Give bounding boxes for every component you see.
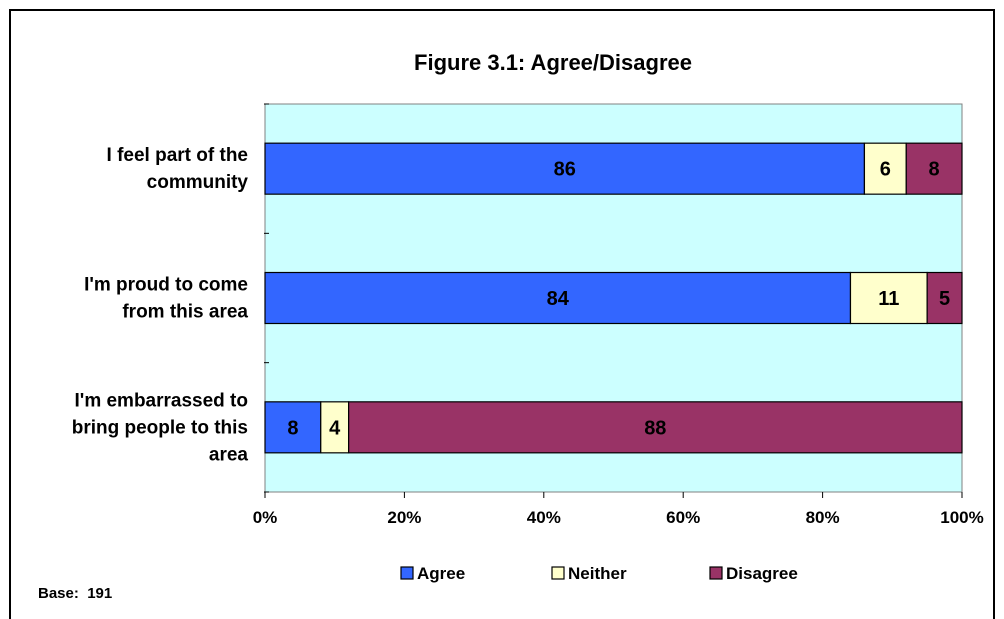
bar-segment-agree — [264, 271, 852, 325]
data-label: 5 — [939, 288, 950, 310]
bars-layer: 86 6 884 11 58 4 88 — [264, 142, 963, 454]
data-label: 4 — [329, 417, 341, 439]
data-label: 6 — [880, 159, 891, 181]
category-label: I'm embarrassed to bring people to this ar… — [72, 390, 249, 465]
legend-swatch-neither — [551, 566, 565, 580]
x-tick-label: 0% — [253, 508, 278, 527]
data-label: 8 — [287, 417, 298, 439]
bar-segment-neither — [320, 401, 350, 454]
chart-title: Figure 3.1: Agree/Disagree — [414, 50, 692, 75]
data-label: 11 — [878, 288, 899, 310]
bar-segment-disagree — [926, 271, 963, 325]
x-tick-label: 100% — [940, 508, 983, 527]
axis-layer: 0% 20% 40% 60% 80% 100% — [253, 103, 984, 527]
base-footnote: Base: 191 — [38, 585, 112, 602]
data-label: 88 — [644, 417, 666, 439]
bar-segment-agree — [264, 401, 322, 454]
category-label: I'm proud to come from this area — [84, 275, 248, 323]
category-labels: I feel part of the community I'm proud to … — [72, 145, 249, 465]
legend-label-disagree: Disagree — [726, 564, 798, 583]
bar-segment-disagree — [348, 401, 963, 454]
category-label: I feel part of the community — [107, 145, 249, 193]
chart-frame — [9, 9, 995, 619]
x-tick-label: 20% — [387, 508, 421, 527]
legend-label-agree: Agree — [417, 564, 465, 583]
x-tick-label: 80% — [806, 508, 840, 527]
data-label: 8 — [929, 159, 940, 181]
bar-segment-disagree — [905, 142, 963, 195]
legend: Agree Neither Disagree — [400, 564, 798, 583]
data-label: 86 — [554, 159, 576, 181]
data-label: 84 — [547, 288, 570, 310]
legend-swatch-disagree — [709, 566, 723, 580]
x-tick-label: 40% — [527, 508, 561, 527]
x-tick-label: 60% — [666, 508, 700, 527]
bar-segment-neither — [849, 271, 928, 325]
legend-label-neither: Neither — [568, 564, 627, 583]
legend-swatch-agree — [400, 566, 414, 580]
bar-segment-neither — [863, 142, 907, 195]
